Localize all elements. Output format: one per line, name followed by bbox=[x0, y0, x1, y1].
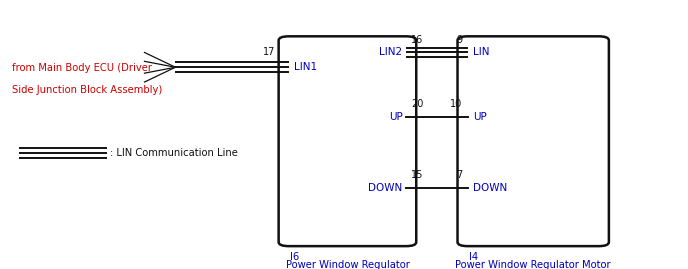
Text: 16: 16 bbox=[411, 35, 424, 45]
Text: DOWN: DOWN bbox=[473, 183, 508, 193]
Text: LIN: LIN bbox=[473, 47, 490, 58]
Text: UP: UP bbox=[473, 112, 487, 122]
Text: from Main Body ECU (Driver: from Main Body ECU (Driver bbox=[12, 63, 152, 73]
Text: 10: 10 bbox=[450, 99, 462, 109]
Text: LIN1: LIN1 bbox=[294, 62, 318, 72]
Text: I4: I4 bbox=[469, 252, 478, 261]
Text: 9: 9 bbox=[456, 35, 462, 45]
Text: Power Window Regulator Motor: Power Window Regulator Motor bbox=[455, 260, 611, 269]
Text: Side Junction Block Assembly): Side Junction Block Assembly) bbox=[12, 86, 162, 95]
Text: Power Window Regulator: Power Window Regulator bbox=[286, 260, 409, 269]
Text: UP: UP bbox=[389, 112, 402, 122]
Text: 15: 15 bbox=[411, 170, 424, 180]
FancyBboxPatch shape bbox=[458, 36, 609, 246]
Text: 20: 20 bbox=[411, 99, 424, 109]
FancyBboxPatch shape bbox=[279, 36, 416, 246]
Text: 7: 7 bbox=[456, 170, 462, 180]
Text: I6: I6 bbox=[290, 252, 299, 261]
Text: DOWN: DOWN bbox=[368, 183, 402, 193]
Text: 17: 17 bbox=[263, 47, 275, 58]
Text: : LIN Communication Line: : LIN Communication Line bbox=[110, 148, 238, 158]
Text: LIN2: LIN2 bbox=[379, 47, 402, 58]
